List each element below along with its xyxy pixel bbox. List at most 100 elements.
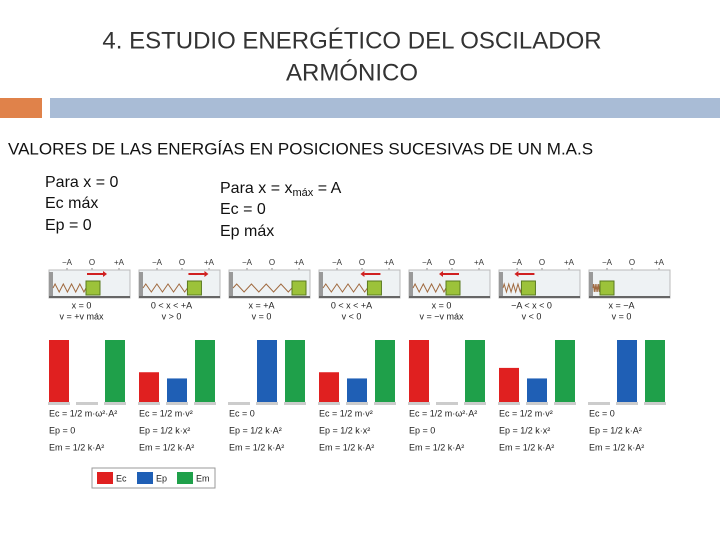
spring — [232, 283, 293, 293]
text-line: Ec máx — [45, 195, 98, 212]
bar-base — [166, 402, 188, 405]
axis-label: O — [629, 258, 635, 267]
state-label: v = +v máx — [59, 311, 104, 321]
arrow-head — [204, 271, 209, 277]
bar — [49, 340, 69, 402]
wall — [49, 272, 53, 298]
legend-label: Ec — [116, 473, 127, 483]
accent-bar — [0, 98, 42, 118]
formula: Ec = 1/2 m·v² — [319, 408, 373, 418]
bar-base — [194, 402, 216, 405]
axis-label: +A — [474, 258, 485, 267]
state-label: v > 0 — [162, 311, 182, 321]
spring — [412, 282, 447, 294]
axis-label: −A — [242, 258, 253, 267]
axis-label: −A — [512, 258, 523, 267]
bar — [409, 340, 429, 402]
arrow-head — [360, 271, 365, 277]
formula: Ep = 1/2 k·x² — [319, 425, 370, 435]
text-line: Para x = 0 — [45, 174, 118, 191]
axis-label: −A — [62, 258, 73, 267]
bar-base — [48, 402, 70, 405]
formula: Ec = 1/2 m·v² — [139, 408, 193, 418]
formula: Ep = 0 — [49, 425, 75, 435]
track — [498, 269, 581, 299]
axis-label: +A — [294, 258, 305, 267]
axis-label: O — [359, 258, 365, 267]
wall — [139, 272, 143, 298]
bar — [347, 378, 367, 402]
bar-base — [498, 402, 520, 405]
formula: Ep = 0 — [409, 425, 435, 435]
bar — [527, 378, 547, 402]
bar-base — [228, 402, 250, 405]
bar — [257, 340, 277, 402]
formula: Ep = 1/2 k·A² — [589, 425, 642, 435]
legend-swatch — [97, 472, 113, 484]
state-label: x = 0 — [432, 300, 452, 310]
bar — [645, 340, 665, 402]
title-line: ARMÓNICO — [286, 59, 418, 86]
mass — [291, 280, 307, 296]
state-label: v = −v máx — [419, 311, 464, 321]
text-line: Ec = 0 — [220, 201, 266, 218]
wall — [499, 272, 503, 298]
arrow-head — [439, 271, 443, 277]
state-label: x = +A — [248, 300, 274, 310]
bar-base — [616, 402, 638, 405]
legend-swatch — [177, 472, 193, 484]
legend-swatch — [137, 472, 153, 484]
mass — [186, 280, 202, 296]
spring — [502, 282, 522, 294]
wall — [409, 272, 413, 298]
mass — [366, 280, 382, 296]
formula: Em = 1/2 k·A² — [409, 442, 464, 452]
figure: −A O +A x = 0 v = +v máx Ec = 1/2 m·ω²·A² Ep =… — [48, 258, 671, 489]
bar-base — [374, 402, 396, 405]
wall — [589, 272, 593, 298]
formula: Ep = 1/2 k·x² — [139, 425, 190, 435]
axis-label: O — [89, 258, 95, 267]
text-line: Ep máx — [220, 223, 274, 240]
formula: Ep = 1/2 k·A² — [229, 425, 282, 435]
bar — [167, 378, 187, 402]
formula: Em = 1/2 k·A² — [49, 442, 104, 452]
formula: Em = 1/2 k·A² — [139, 442, 194, 452]
subtitle: VALORES DE LAS ENERGÍAS EN POSICIONES SU… — [8, 139, 593, 158]
bar-base — [104, 402, 126, 405]
bar — [465, 340, 485, 402]
formula: Ec = 1/2 m·ω²·A² — [49, 408, 117, 418]
axis-label: −A — [152, 258, 163, 267]
formula: Em = 1/2 k·A² — [589, 442, 644, 452]
state-label: v = 0 — [612, 311, 632, 321]
formula: Em = 1/2 k·A² — [319, 442, 374, 452]
formula: Ep = 1/2 k·x² — [499, 425, 550, 435]
bar — [555, 340, 575, 402]
bar — [285, 340, 305, 402]
axis-label: O — [449, 258, 455, 267]
bar-base — [284, 402, 306, 405]
state-label: −A < x < 0 — [511, 300, 552, 310]
text-line: Ep = 0 — [45, 217, 92, 234]
arrow-head — [514, 271, 519, 277]
spring — [322, 283, 368, 293]
legend-label: Em — [196, 473, 210, 483]
subscript: máx — [292, 187, 313, 199]
spring — [52, 282, 87, 294]
axis-label: +A — [204, 258, 215, 267]
axis-label: O — [179, 258, 185, 267]
axis-label: +A — [654, 258, 665, 267]
bar-base — [554, 402, 576, 405]
formula: Em = 1/2 k·A² — [229, 442, 284, 452]
mass — [599, 280, 615, 296]
bar-base — [318, 402, 340, 405]
title-line: 4. ESTUDIO ENERGÉTICO DEL OSCILADOR — [102, 27, 601, 54]
bar — [105, 340, 125, 402]
legend-label: Ep — [156, 473, 167, 483]
text-part: = A — [313, 180, 341, 197]
bar — [195, 340, 215, 402]
bar-base — [76, 402, 98, 405]
bar-base — [644, 402, 666, 405]
axis-label: −A — [422, 258, 433, 267]
state-label: 0 < x < +A — [151, 300, 192, 310]
